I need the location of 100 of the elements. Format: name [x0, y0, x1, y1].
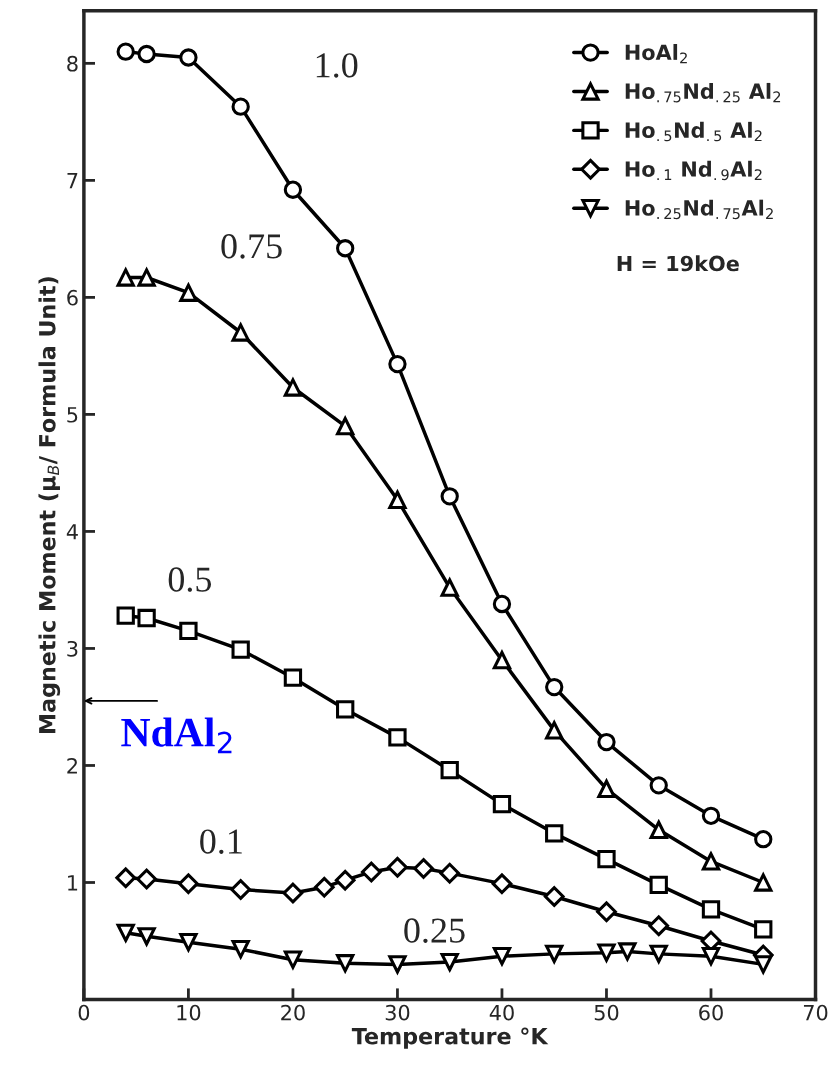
- y-tick-label: 6: [67, 289, 78, 306]
- legend-label: Ho$_{.75}$Nd$_{.25}$ Al$_{2}$: [625, 82, 781, 103]
- point: [492, 650, 512, 670]
- point: [230, 879, 252, 900]
- annotation: 0.25: [404, 918, 465, 943]
- point: [701, 900, 721, 919]
- y-tick-label: 8: [67, 55, 78, 72]
- point: [440, 487, 459, 506]
- legend-label: HoAl$_{2}$: [625, 44, 687, 64]
- point: [439, 862, 461, 884]
- annotation: 0.5: [168, 567, 212, 592]
- point: [178, 873, 199, 895]
- point: [545, 677, 564, 697]
- point: [137, 268, 156, 287]
- x-tick-label: 40: [489, 1004, 514, 1021]
- point: [116, 606, 135, 625]
- y-tick-label: 4: [66, 524, 78, 540]
- point: [231, 97, 250, 116]
- point: [336, 416, 355, 436]
- point: [387, 488, 408, 509]
- point: [413, 858, 434, 879]
- point: [283, 950, 303, 969]
- point: [336, 700, 355, 719]
- point: [136, 927, 157, 948]
- point: [440, 760, 459, 780]
- point: [596, 901, 617, 923]
- point: [701, 947, 721, 966]
- point: [649, 820, 668, 839]
- point: [618, 942, 637, 961]
- annotation: 0.75: [221, 234, 282, 259]
- annotation: 0.1: [200, 829, 242, 854]
- y-tick-label: 5: [67, 407, 78, 423]
- point: [137, 44, 156, 64]
- point: [649, 776, 668, 795]
- point: [701, 852, 721, 871]
- point: [754, 830, 773, 849]
- point: [387, 856, 408, 878]
- point: [283, 668, 303, 687]
- x-axis-title: Temperature °K: [351, 1027, 549, 1049]
- point: [336, 954, 355, 973]
- point: [754, 955, 773, 974]
- point: [313, 876, 335, 898]
- point: [597, 732, 616, 752]
- point: [116, 268, 135, 287]
- point: [179, 48, 198, 67]
- point: [116, 923, 135, 942]
- point: [282, 882, 304, 904]
- point: [231, 640, 250, 659]
- point: [492, 947, 512, 966]
- point: [543, 886, 565, 907]
- point: [649, 944, 668, 964]
- point: [545, 721, 564, 740]
- x-tick-label: 70: [803, 1004, 828, 1021]
- point: [179, 283, 198, 302]
- point: [491, 873, 513, 895]
- x-tick-label: 0: [78, 1004, 90, 1021]
- point: [649, 875, 668, 894]
- point: [440, 952, 459, 972]
- point: [597, 849, 616, 869]
- point: [701, 806, 721, 825]
- point: [283, 378, 303, 397]
- point: [754, 873, 773, 892]
- point: [545, 944, 564, 964]
- legend-label: Ho$_{.1}$ Nd$_{.9}$Al$_{2}$: [625, 160, 762, 181]
- annotation: NdAl$_{2}$: [121, 717, 232, 754]
- point: [388, 354, 407, 374]
- point: [492, 794, 512, 814]
- point: [440, 578, 459, 597]
- point: [597, 779, 616, 799]
- y-tick-label: 7: [67, 173, 78, 189]
- point: [283, 180, 303, 199]
- legend-label: Ho$_{.25}$Nd$_{.75}$Al$_{2}$: [625, 199, 773, 220]
- legend-label: Ho$_{.5}$Nd$_{.5}$ Al$_{2}$: [625, 121, 762, 142]
- point: [334, 869, 356, 891]
- point: [179, 621, 198, 641]
- point: [648, 915, 670, 937]
- y-tick-label: 3: [67, 640, 78, 657]
- x-tick-label: 20: [281, 1004, 305, 1021]
- point: [115, 867, 137, 889]
- point: [492, 594, 512, 614]
- point: [136, 868, 157, 890]
- y-tick-label: 2: [67, 757, 77, 774]
- point: [179, 933, 198, 952]
- x-tick-label: 10: [177, 1004, 201, 1021]
- point: [388, 955, 407, 974]
- point: [388, 728, 407, 747]
- point: [336, 239, 355, 258]
- point: [545, 824, 564, 843]
- y-axis-title: Magnetic Moment (μ$_{B}$/ Formula Unit): [38, 277, 61, 733]
- annotation: H = 19kOe: [617, 255, 739, 272]
- x-tick-label: 60: [699, 1004, 723, 1021]
- point: [597, 943, 616, 962]
- point: [231, 323, 250, 342]
- point: [231, 940, 250, 959]
- x-tick-label: 30: [385, 1004, 410, 1021]
- annotation: 1.0: [316, 53, 358, 78]
- y-tick-label: 1: [68, 875, 78, 891]
- point: [116, 42, 135, 61]
- point: [754, 920, 773, 939]
- point: [360, 861, 382, 883]
